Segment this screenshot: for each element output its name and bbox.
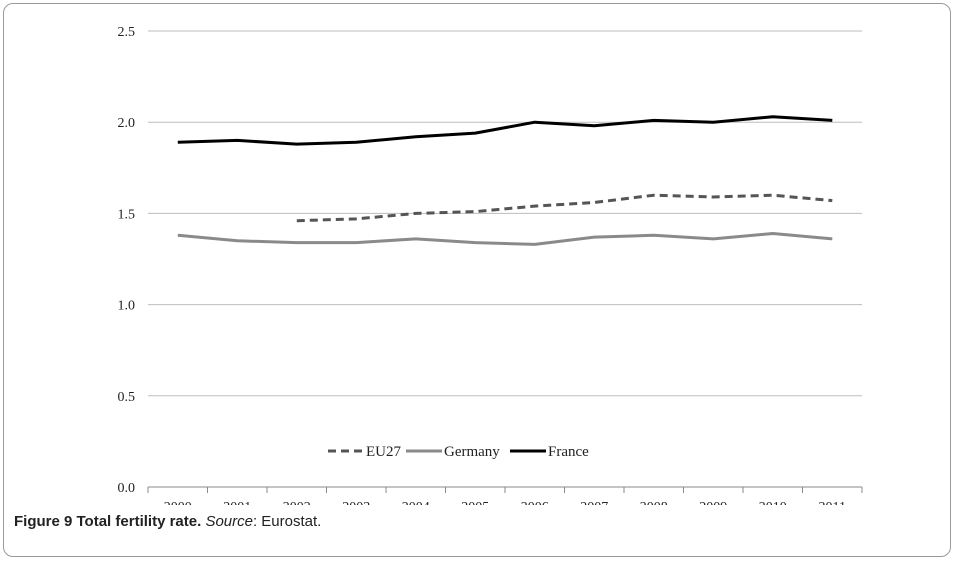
legend-label-eu27: EU27 [366,444,401,460]
line-chart: 0.00.51.01.52.02.5 200020012002200320042… [118,25,863,505]
x-tick-label: 2004 [402,500,430,505]
legend-label-france: France [548,444,589,460]
series-line-germany [177,232,833,246]
y-tick-label: 2.0 [118,116,136,131]
x-tick-label: 2006 [521,500,549,505]
x-axis: 2000 2001 2002 2003 2004 2005 2006 2007 2008 2009… [147,486,863,505]
x-tick-label: 2011 [819,500,846,505]
x-tick-label: 2002 [283,500,311,505]
x-tick-label: 2010 [759,500,787,505]
series-line-france [177,115,833,146]
y-tick-label: 0.0 [118,481,136,496]
legend: EU27 Germany France [328,444,589,460]
x-tick-label: 2008 [640,500,668,505]
y-tick-label: 1.0 [118,299,136,314]
caption-label: Figure 9 Total fertility rate. [14,513,202,530]
y-axis-tick-labels: 0.0 0.5 1.0 1.5 2.0 2.5 [118,25,136,496]
x-tick-label: 2005 [461,500,489,505]
y-tick-label: 2.5 [118,25,136,40]
x-tick-label: 2009 [699,500,727,505]
caption-source-label: Source [205,513,253,530]
gridlines [148,30,862,397]
y-tick-label: 0.5 [118,390,136,405]
figure-caption: Figure 9 Total fertility rate. Source: E… [14,513,321,530]
legend-label-germany: Germany [444,444,500,460]
series-lines [177,115,833,246]
series-line-eu27 [296,193,833,223]
y-tick-label: 1.5 [118,207,136,222]
figure-frame [3,3,951,557]
x-tick-label: 2007 [580,500,608,505]
x-tick-label: 2003 [342,500,370,505]
x-tick-label: 2000 [164,500,192,505]
caption-source-value: : Eurostat. [252,513,322,530]
x-tick-label: 2001 [223,500,251,505]
